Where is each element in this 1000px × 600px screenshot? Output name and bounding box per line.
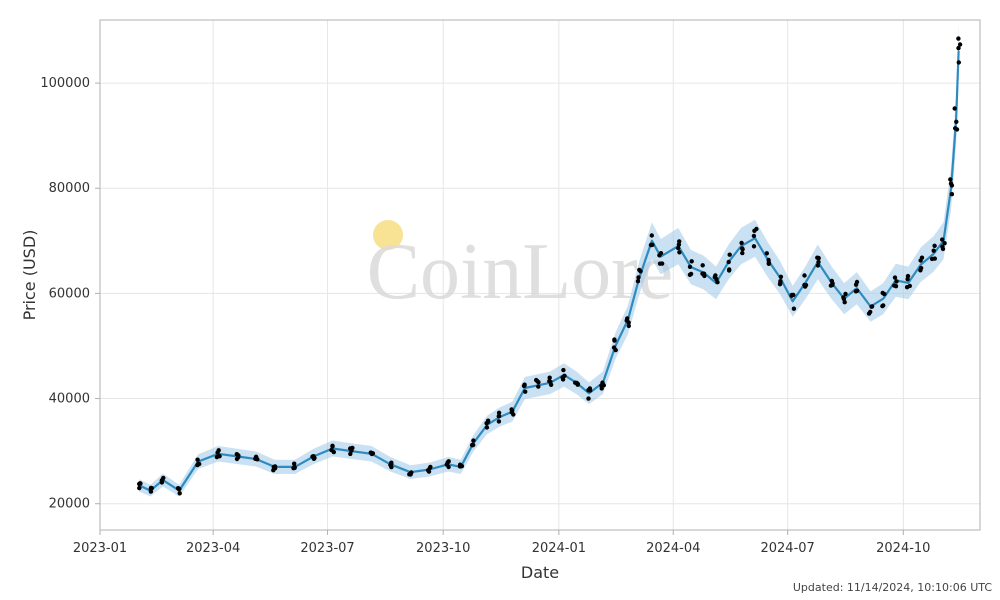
- svg-text:20000: 20000: [49, 497, 90, 512]
- price-chart-svg: CoinLore 2023-01 2023-04 2023-07 2023-10 2024…: [0, 0, 1000, 600]
- svg-text:2023-04: 2023-04: [186, 541, 240, 556]
- svg-text:2023-07: 2023-07: [300, 541, 354, 556]
- svg-text:CoinLore: CoinLore: [367, 228, 674, 316]
- svg-text:Date: Date: [521, 563, 559, 582]
- svg-text:Price (USD): Price (USD): [20, 230, 39, 321]
- svg-text:2024-10: 2024-10: [876, 541, 930, 556]
- svg-text:100000: 100000: [40, 76, 90, 91]
- updated-footer: Updated: 11/14/2024, 10:10:06 UTC: [793, 581, 992, 594]
- svg-text:2023-01: 2023-01: [73, 541, 127, 556]
- svg-text:80000: 80000: [49, 181, 90, 196]
- svg-text:2024-01: 2024-01: [532, 541, 586, 556]
- svg-text:2023-10: 2023-10: [416, 541, 470, 556]
- svg-text:40000: 40000: [49, 392, 90, 407]
- svg-text:2024-04: 2024-04: [646, 541, 700, 556]
- chart-container: CoinLore 2023-01 2023-04 2023-07 2023-10 2024…: [0, 0, 1000, 600]
- svg-text:2024-07: 2024-07: [760, 541, 814, 556]
- svg-text:60000: 60000: [49, 286, 90, 301]
